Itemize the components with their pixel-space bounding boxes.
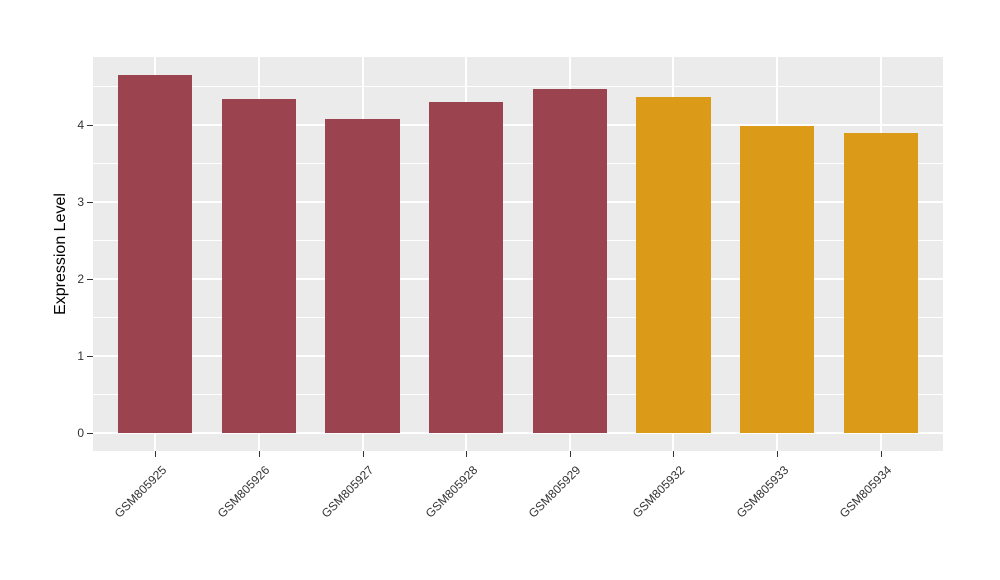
y-tick-mark bbox=[87, 201, 93, 203]
y-axis-title: Expression Level bbox=[52, 193, 69, 315]
y-tick-label: 1 bbox=[77, 349, 84, 364]
plot-panel bbox=[93, 57, 943, 451]
panel-background bbox=[93, 57, 943, 451]
bar-GSM805929 bbox=[532, 89, 607, 434]
minor-gridline bbox=[93, 85, 943, 87]
x-tick-mark bbox=[880, 451, 882, 457]
x-tick-mark bbox=[362, 451, 364, 457]
major-gridline bbox=[93, 432, 943, 435]
x-tick-label: GSM805928 bbox=[422, 463, 481, 521]
bar-GSM805928 bbox=[429, 102, 504, 434]
x-tick-label: GSM805925 bbox=[111, 463, 170, 521]
x-tick-label: GSM805934 bbox=[837, 463, 895, 521]
y-tick-label: 2 bbox=[77, 272, 84, 287]
x-tick-mark bbox=[673, 451, 675, 457]
x-tick-mark bbox=[466, 451, 468, 457]
x-tick-mark bbox=[777, 451, 779, 457]
y-tick-mark bbox=[87, 124, 93, 126]
bar-GSM805932 bbox=[636, 97, 711, 434]
y-tick-label: 3 bbox=[77, 194, 84, 209]
bar-GSM805934 bbox=[843, 132, 918, 434]
major-gridline bbox=[93, 200, 943, 203]
minor-gridline bbox=[93, 162, 943, 164]
bar-GSM805925 bbox=[118, 74, 193, 434]
y-tick-label: 4 bbox=[77, 117, 84, 132]
major-gridline bbox=[93, 278, 943, 281]
y-tick-label: 0 bbox=[77, 426, 84, 441]
x-tick-mark bbox=[569, 451, 571, 457]
x-tick-label: GSM805927 bbox=[318, 463, 377, 521]
minor-gridline bbox=[93, 240, 943, 241]
minor-gridline bbox=[93, 394, 943, 396]
y-tick-mark bbox=[87, 279, 93, 281]
y-tick-mark bbox=[87, 356, 93, 358]
x-tick-label: GSM805926 bbox=[215, 463, 273, 521]
x-tick-mark bbox=[155, 451, 157, 457]
x-tick-label: GSM805929 bbox=[526, 463, 584, 521]
bar-GSM805927 bbox=[325, 119, 400, 434]
x-tick-mark bbox=[258, 451, 260, 457]
y-tick-mark bbox=[87, 433, 93, 435]
bar-GSM805933 bbox=[740, 125, 815, 434]
x-tick-label: GSM805933 bbox=[733, 463, 792, 521]
bar-GSM805926 bbox=[221, 98, 296, 434]
major-gridline bbox=[93, 355, 943, 358]
x-tick-label: GSM805932 bbox=[629, 463, 688, 521]
minor-gridline bbox=[93, 317, 943, 319]
major-gridline bbox=[93, 123, 943, 126]
